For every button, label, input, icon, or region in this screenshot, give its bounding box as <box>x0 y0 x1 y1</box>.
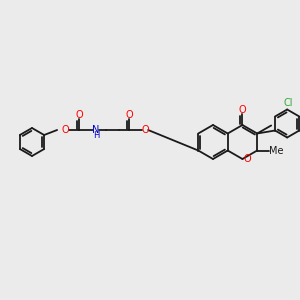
Text: Cl: Cl <box>284 98 293 109</box>
Text: O: O <box>244 154 251 164</box>
Text: O: O <box>75 110 83 120</box>
Text: N: N <box>92 125 100 135</box>
Text: O: O <box>61 125 69 135</box>
Text: O: O <box>125 110 133 120</box>
Text: O: O <box>238 105 246 115</box>
Text: H: H <box>93 130 99 140</box>
Text: Me: Me <box>269 146 284 155</box>
Text: O: O <box>141 125 149 135</box>
